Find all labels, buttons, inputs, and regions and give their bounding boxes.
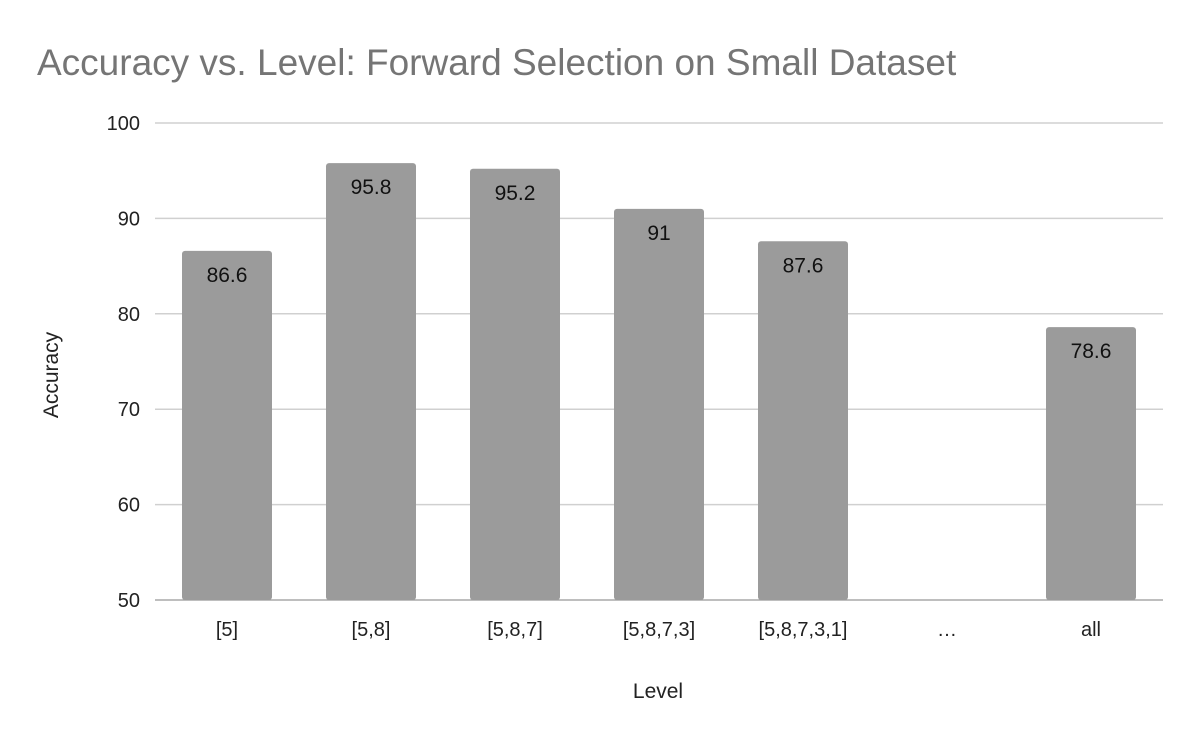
y-tick-label: 60	[118, 495, 140, 517]
x-axis-ticks: [5] [5,8] [5,8,7] [5,8,7,3] [5,8,7,3,1] … all	[216, 619, 1101, 641]
data-label: 95.8	[351, 176, 392, 199]
bar	[326, 163, 416, 600]
y-tick-label: 50	[118, 590, 140, 612]
bar	[182, 250, 272, 600]
x-axis-label: Level	[633, 680, 683, 703]
bar	[758, 241, 848, 600]
x-tick-label: [5,8,7,3]	[623, 619, 695, 641]
chart-title: Accuracy vs. Level: Forward Selection on…	[37, 42, 957, 83]
y-tick-label: 70	[118, 399, 140, 421]
x-tick-label: [5,8,7,3,1]	[759, 619, 848, 641]
bars	[182, 163, 1136, 601]
x-tick-label: [5,8]	[352, 619, 391, 641]
bar	[470, 168, 560, 601]
y-axis-ticks: 50 60 70 80 90 100	[107, 113, 140, 612]
data-label: 87.6	[783, 254, 824, 277]
y-axis-label: Accuracy	[40, 331, 63, 418]
y-tick-label: 100	[107, 113, 140, 135]
data-label: 86.6	[207, 264, 248, 287]
y-tick-label: 80	[118, 304, 140, 326]
bar	[614, 208, 704, 601]
data-labels: 86.6 95.8 95.2 91 87.6 78.6	[207, 176, 1112, 363]
x-tick-label: …	[937, 619, 957, 641]
y-tick-label: 90	[118, 208, 140, 230]
data-label: 91	[647, 222, 670, 245]
x-tick-label: [5,8,7]	[487, 619, 543, 641]
bar	[1046, 327, 1136, 600]
x-tick-label: all	[1081, 619, 1101, 641]
data-label: 78.6	[1071, 340, 1112, 363]
data-label: 95.2	[495, 182, 536, 205]
x-tick-label: [5]	[216, 619, 238, 641]
